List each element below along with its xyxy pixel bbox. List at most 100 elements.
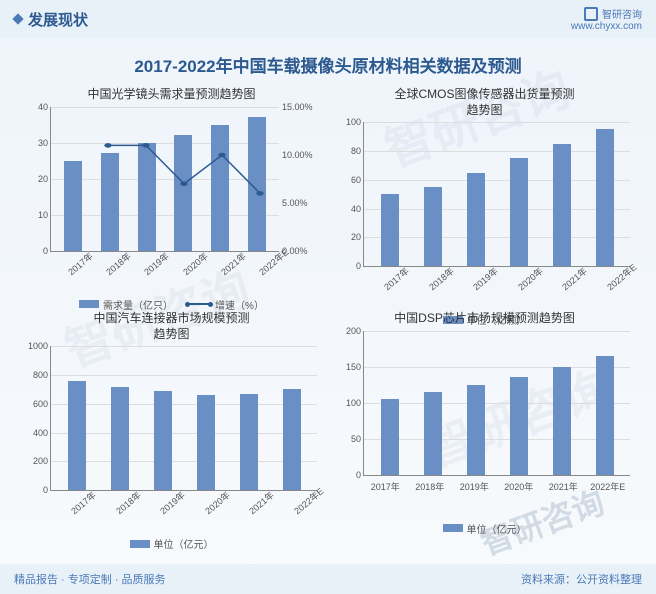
y-tick-label: 100 [346,398,364,408]
bar [553,144,571,266]
x-tick-label: 2020年 [497,480,542,493]
x-tick-label: 2021年 [541,480,586,493]
legend-bar-icon [130,540,150,548]
y-tick-label: 1000 [28,341,51,351]
legend-line-icon [187,303,211,305]
chart-2: 全球CMOS图像传感器出货量预测趋势图0204060801002017年2018… [331,87,638,305]
header-title: 发展现状 [28,9,88,30]
chart-title: 中国汽车连接器市场规模预测趋势图 [18,311,325,342]
bar [510,377,528,474]
y-tick-label: 100 [346,117,364,127]
page-root: 智研咨询 智研咨询 智研咨询 智研咨询 发展现状 智研咨询 www.chyxx.… [0,0,656,594]
footer-right: 资料来源：公开资料整理 [521,571,642,587]
x-tick-label: 2021年 [559,270,583,293]
y-tick-label: 40 [38,102,51,112]
bar [381,194,399,266]
legend-bar-icon [443,524,463,532]
y-tick-label: 0 [43,485,51,495]
chart-title: 全球CMOS图像传感器出货量预测趋势图 [331,87,638,118]
bar [596,129,614,266]
brand-name: 智研咨询 [602,6,642,21]
x-labels: 2017年2018年2019年2020年2021年2022年E [363,271,630,284]
x-tick-label: 2022年E [291,494,315,517]
main-title: 2017-2022年中国车载摄像头原材料相关数据及预测 [0,38,656,87]
legend: 单位（亿元） [18,536,325,551]
x-tick-label: 2018年 [408,480,453,493]
x-labels: 2017年2018年2019年2020年2021年2022年E [363,480,630,493]
bar [424,187,442,266]
y-tick-label: 200 [346,326,364,336]
footer-bar: 精品报告 · 专项定制 · 品质服务 资料来源：公开资料整理 [0,564,656,594]
chart-4: 中国DSP芯片市场规模预测趋势图0501001502002017年2018年20… [331,311,638,529]
y-tick-label-right: 5.00% [279,198,308,208]
bar [553,367,571,475]
y-tick-label-right: 10.00% [279,150,313,160]
legend-item: 单位（亿元） [130,536,214,551]
legend-label: 单位（亿元） [467,521,527,536]
y-tick-label: 30 [38,138,51,148]
x-tick-label: 2020年 [515,270,539,293]
y-tick-label: 200 [33,456,51,466]
brand: 智研咨询 [571,6,642,21]
legend: 单位（亿元） [331,521,638,536]
x-tick-label: 2017年 [381,270,405,293]
legend-bar-icon [79,300,99,308]
bar [154,391,172,490]
bullet-icon [12,13,23,24]
x-tick-label: 2017年 [68,494,92,517]
bar [424,392,442,475]
x-tick-label: 2022年E [604,270,628,293]
y-tick-label: 800 [33,370,51,380]
plot-area: 050100150200 [363,331,630,476]
header-left: 发展现状 [14,9,88,30]
plot-area: 020406080100 [363,122,630,267]
bar [68,381,86,490]
legend-item: 单位（亿元） [443,521,527,536]
x-tick-label: 2018年 [113,494,137,517]
legend-label: 单位（亿元） [154,536,214,551]
y-tick-label: 60 [351,175,364,185]
bars-group [364,331,630,475]
bar [596,356,614,475]
plot-area: 02004006008001000 [50,346,317,491]
bar [467,173,485,267]
bar [240,394,258,490]
bar [111,387,129,491]
x-tick-label: 2020年 [202,494,226,517]
y-tick-label: 0 [356,470,364,480]
x-tick-label: 2019年 [452,480,497,493]
y-tick-label: 0 [43,246,51,256]
chart-1: 中国光学镜头需求量预测趋势图 0102030400.00%5.00%10.00%1… [18,87,325,305]
bar [381,399,399,475]
y-tick-label: 10 [38,210,51,220]
x-labels: 2017年2018年2019年2020年2021年2022年E [50,256,279,269]
bar [510,158,528,266]
legend: 需求量（亿只）增速（%） [18,297,325,312]
x-tick-label: 2017年 [65,255,89,278]
bars-group [364,122,630,266]
x-tick-label: 2019年 [470,270,494,293]
chart-title: 中国光学镜头需求量预测趋势图 [18,87,325,103]
x-tick-label: 2022年E [586,480,631,493]
x-tick-label: 2021年 [218,255,242,278]
y-tick-label: 50 [351,434,364,444]
x-tick-label: 2020年 [180,255,204,278]
bars-group [51,346,317,490]
chart-3: 中国汽车连接器市场规模预测趋势图 02004006008001000 2017年 20… [18,311,325,529]
chart-title: 中国DSP芯片市场规模预测趋势图 [331,311,638,327]
x-tick-label: 2019年 [157,494,181,517]
x-tick-label: 2022年E [256,255,280,278]
x-tick-label: 2018年 [426,270,450,293]
legend-item: 增速（%） [187,297,264,312]
y-tick-label: 150 [346,362,364,372]
footer-left: 精品报告 · 专项定制 · 品质服务 [14,571,166,587]
y-tick-label: 40 [351,204,364,214]
header-bar: 发展现状 智研咨询 www.chyxx.com [0,0,656,38]
bar [197,395,215,490]
plot-area: 0102030400.00%5.00%10.00%15.00% [50,107,279,252]
x-tick-label: 2018年 [103,255,127,278]
legend-label: 增速（%） [215,297,264,312]
line-overlay [51,107,279,251]
x-tick-label: 2019年 [141,255,165,278]
brand-icon [584,7,598,21]
